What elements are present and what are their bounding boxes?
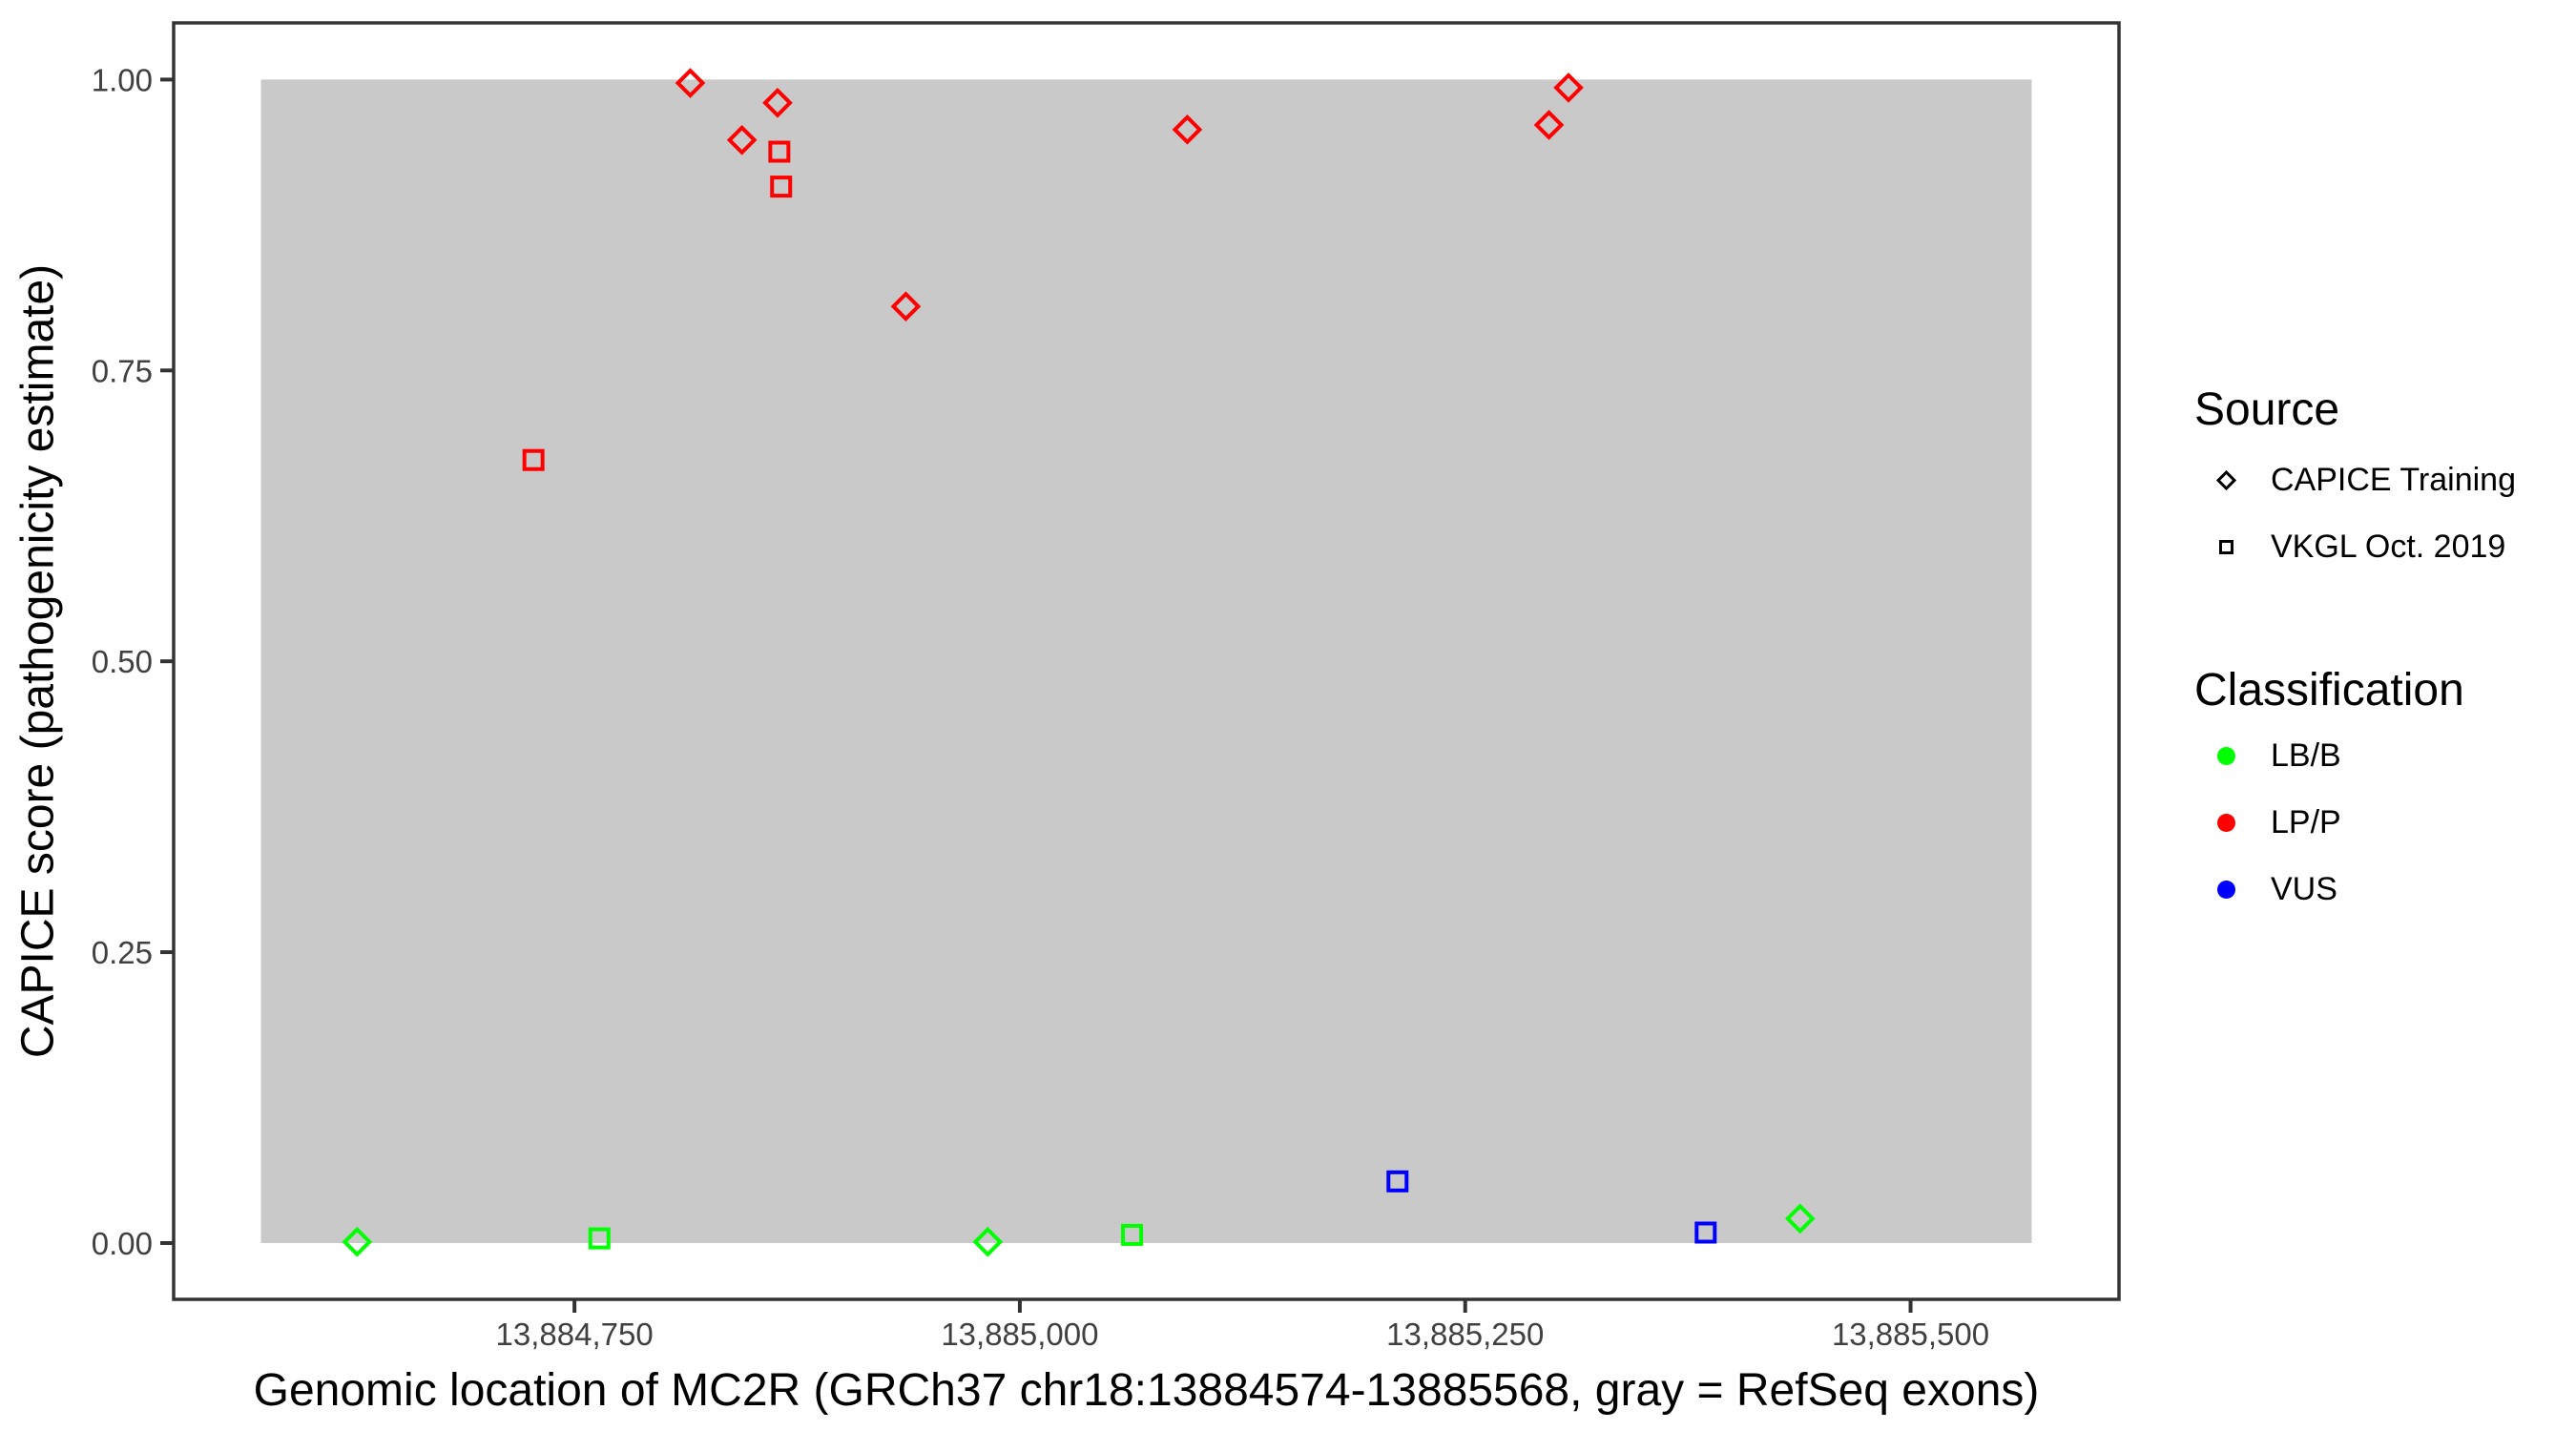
data-point-square — [522, 448, 545, 471]
data-point-diamond — [972, 1226, 1004, 1257]
data-point-diamond — [342, 1226, 373, 1257]
x-axis-tick-label: 13,885,000 — [941, 1317, 1098, 1352]
data-point-diamond — [1553, 73, 1584, 103]
x-axis-tick-label: 13,885,500 — [1832, 1317, 1989, 1352]
color-dot-icon-glyph — [2216, 746, 2235, 765]
legend-item-lb-b: LB/B — [2194, 722, 2341, 789]
legend-item-capice-training: CAPICE Training — [2194, 446, 2516, 513]
color-dot-icon — [2194, 746, 2257, 765]
legend-item-lb-b-label: LB/B — [2271, 736, 2341, 774]
x-axis-tick-label: 13,884,750 — [496, 1317, 654, 1352]
legend-classification-title: Classification — [2194, 665, 2464, 716]
legend-item-lp-p-label: LP/P — [2271, 803, 2341, 840]
legend-item-vkgl-oct-2019: VKGL Oct. 2019 — [2194, 513, 2516, 580]
color-dot-icon-glyph — [2216, 880, 2235, 899]
y-axis-tick-label: 0.00 — [92, 1226, 153, 1261]
legend-item-capice-training-label: CAPICE Training — [2271, 461, 2516, 498]
refseq-exon-region — [260, 79, 2032, 1243]
y-axis-tick-label: 1.00 — [92, 62, 153, 97]
open-square-icon-glyph — [2218, 539, 2233, 554]
legend-item-vus: VUS — [2194, 856, 2341, 923]
legend: Source CAPICE Training VKGL Oct. 2019 Cla… — [2194, 0, 2576, 1431]
data-point-diamond — [726, 124, 758, 156]
color-dot-icon — [2194, 813, 2257, 832]
data-point-square — [1386, 1170, 1409, 1192]
data-point-square — [1694, 1221, 1717, 1244]
y-axis-tick-label: 0.25 — [92, 935, 153, 970]
legend-item-vkgl-oct-2019-label: VKGL Oct. 2019 — [2271, 528, 2506, 565]
data-point-square — [588, 1227, 611, 1250]
color-dot-icon-glyph — [2216, 813, 2235, 832]
data-point-diamond — [1784, 1203, 1816, 1234]
data-point-square — [768, 140, 791, 163]
x-axis-title: Genomic location of MC2R (GRCh37 chr18:1… — [253, 1365, 2040, 1416]
data-point-square — [1121, 1223, 1144, 1246]
data-point-diamond — [762, 87, 793, 118]
data-point-diamond — [890, 291, 922, 322]
data-point-diamond — [1533, 110, 1565, 140]
y-axis-tick-label: 0.50 — [92, 644, 153, 679]
open-square-icon — [2194, 539, 2257, 554]
data-point-square — [770, 176, 793, 198]
y-axis-title: CAPICE score (pathogenicity estimate) — [12, 263, 64, 1059]
data-point-diamond — [1172, 114, 1203, 145]
y-axis-tick-label: 0.75 — [92, 353, 153, 388]
open-diamond-icon — [2194, 469, 2257, 490]
legend-source-title: Source — [2194, 384, 2340, 435]
data-point-diamond — [675, 68, 706, 98]
legend-item-lp-p: LP/P — [2194, 789, 2341, 856]
color-dot-icon — [2194, 880, 2257, 899]
legend-item-vus-label: VUS — [2271, 870, 2337, 907]
x-axis-tick-label: 13,885,250 — [1386, 1317, 1544, 1352]
open-diamond-icon-glyph — [2215, 469, 2236, 490]
legend-source-items: CAPICE Training VKGL Oct. 2019 — [2194, 446, 2516, 580]
legend-classification-items: LB/B LP/P VUS — [2194, 722, 2341, 923]
